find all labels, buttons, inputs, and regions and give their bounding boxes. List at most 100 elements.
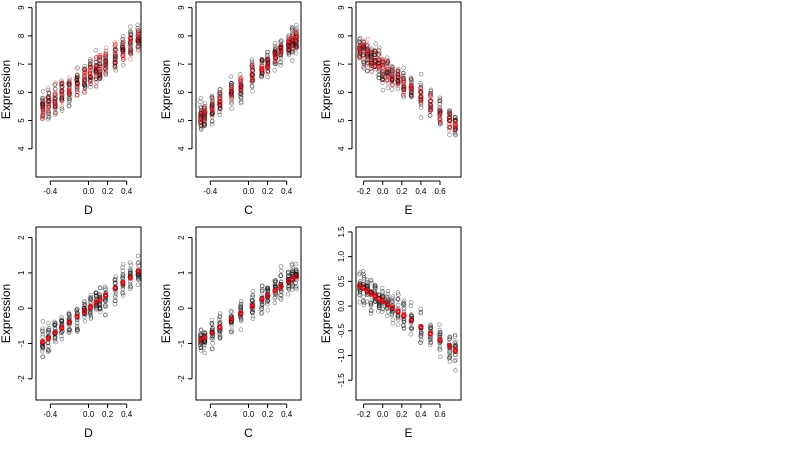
fitted-point: [418, 94, 424, 100]
observed-point: [238, 91, 243, 97]
fitted-point: [229, 92, 235, 98]
observed-point: [273, 61, 278, 67]
observed-point: [361, 40, 366, 45]
observed-point: [380, 72, 386, 77]
observed-point: [401, 80, 406, 85]
observed-point: [217, 91, 223, 97]
fitted-point: [202, 106, 207, 111]
fitted-point: [136, 28, 141, 34]
observed-point: [384, 78, 390, 83]
observed-point: [217, 90, 222, 95]
observed-point: [135, 282, 141, 288]
observed-point: [259, 63, 264, 69]
observed-point: [209, 119, 215, 124]
y-tick-label: -2: [177, 375, 186, 383]
fitted-point: [218, 95, 223, 101]
fitted-point: [376, 57, 382, 63]
observed-point: [198, 120, 204, 125]
observed-point: [286, 44, 292, 49]
observed-point: [128, 24, 133, 29]
x-axis-title: E: [404, 426, 412, 440]
fitted-point: [59, 82, 65, 87]
observed-point: [120, 45, 126, 50]
fitted-point: [97, 75, 102, 80]
observed-point: [102, 62, 108, 67]
fitted-point: [286, 40, 292, 46]
observed-point: [289, 37, 295, 42]
observed-point: [217, 109, 222, 115]
observed-point: [289, 49, 295, 55]
observed-point: [293, 44, 298, 49]
observed-point: [46, 90, 52, 96]
observed-point: [229, 82, 234, 88]
observed-point: [66, 81, 72, 87]
observed-point: [97, 69, 103, 75]
fitted-point: [385, 61, 390, 66]
observed-point: [290, 31, 295, 36]
observed-point: [293, 40, 298, 46]
observed-point: [418, 96, 423, 101]
observed-point: [360, 44, 366, 50]
fitted-point: [259, 63, 265, 68]
fitted-point: [357, 46, 362, 52]
fitted-point: [201, 116, 207, 122]
fitted-point: [228, 84, 234, 90]
observed-point: [40, 113, 45, 119]
fitted-point: [81, 78, 87, 84]
fitted-point: [293, 28, 299, 34]
fitted-point: [229, 88, 234, 93]
fitted-point: [97, 66, 102, 72]
observed-point: [210, 102, 215, 107]
fitted-point: [88, 64, 93, 70]
points: [39, 22, 141, 122]
observed-point: [102, 66, 108, 72]
x-tick-label: 0.2: [262, 410, 274, 419]
fitted-point: [368, 60, 374, 66]
fitted-point: [59, 88, 64, 94]
observed-point: [401, 78, 406, 83]
observed-point: [357, 36, 363, 41]
fitted-point: [202, 112, 208, 117]
x-tick-label: -0.2: [357, 187, 371, 196]
fitted-point: [120, 39, 125, 45]
observed-point: [39, 101, 45, 107]
fitted-point: [401, 87, 406, 92]
observed-point: [389, 76, 395, 81]
observed-point: [265, 64, 270, 70]
observed-point: [290, 58, 295, 63]
observed-point: [294, 42, 299, 48]
fitted-point: [82, 78, 88, 84]
fitted-point: [401, 77, 407, 82]
observed-point: [120, 40, 126, 46]
observed-point: [97, 72, 103, 78]
fitted-point: [201, 109, 207, 114]
fitted-point: [260, 68, 265, 74]
observed-point: [112, 60, 118, 66]
fitted-point: [289, 36, 295, 41]
fitted-point: [290, 40, 296, 46]
observed-point: [380, 62, 385, 68]
fitted-point: [209, 106, 215, 111]
observed-point: [93, 68, 99, 74]
observed-point: [373, 63, 378, 68]
observed-point: [239, 82, 244, 87]
observed-point: [273, 51, 278, 57]
observed-point: [376, 60, 381, 66]
fitted-point: [294, 35, 299, 41]
observed-point: [286, 47, 292, 52]
fitted-point: [103, 58, 109, 63]
fitted-point: [380, 63, 385, 69]
fitted-point: [380, 65, 386, 70]
fitted-point: [53, 80, 58, 86]
observed-point: [210, 98, 215, 103]
observed-point: [401, 87, 407, 93]
observed-point: [265, 65, 270, 71]
fitted-point: [46, 91, 52, 97]
fitted-point: [273, 54, 278, 59]
fitted-point: [278, 45, 284, 50]
fitted-point: [217, 99, 223, 104]
observed-point: [250, 71, 255, 77]
observed-point: [217, 90, 223, 95]
